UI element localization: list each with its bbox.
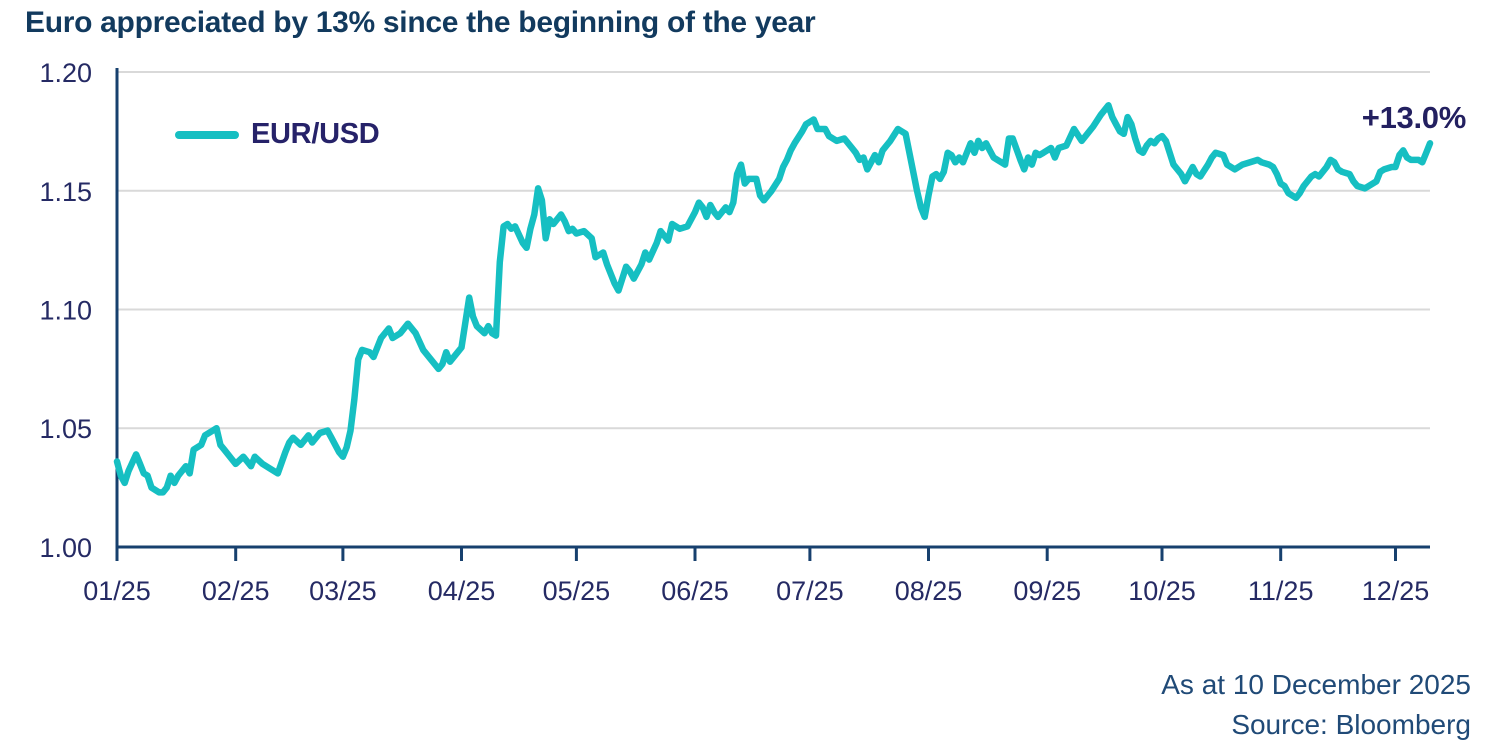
x-tick-label: 12/25 bbox=[1362, 576, 1430, 606]
x-tick-label: 08/25 bbox=[895, 576, 963, 606]
y-tick-label: 1.00 bbox=[39, 533, 92, 563]
legend-line-swatch-icon bbox=[175, 130, 239, 139]
footer: As at 10 December 2025 Source: Bloomberg bbox=[1161, 665, 1471, 745]
y-tick-label: 1.10 bbox=[39, 296, 92, 326]
chart-title: Euro appreciated by 13% since the beginn… bbox=[25, 6, 816, 39]
performance-annotation: +13.0% bbox=[1361, 100, 1467, 135]
footer-as-at-date: As at 10 December 2025 bbox=[1161, 669, 1471, 700]
series-line-eur-usd bbox=[113, 102, 1434, 496]
footer-source: Source: Bloomberg bbox=[1231, 709, 1471, 740]
x-tick-label: 01/25 bbox=[83, 576, 151, 606]
legend: EUR/USD bbox=[175, 118, 380, 151]
x-tick-label: 06/25 bbox=[661, 576, 729, 606]
x-tick-label: 10/25 bbox=[1128, 576, 1196, 606]
x-tick-label: 11/25 bbox=[1248, 576, 1314, 606]
y-tick-label: 1.05 bbox=[39, 414, 92, 444]
x-tick-label: 03/25 bbox=[309, 576, 377, 606]
y-tick-label: 1.15 bbox=[39, 177, 92, 207]
x-tick-label: 02/25 bbox=[202, 576, 270, 606]
y-tick-label: 1.20 bbox=[39, 58, 92, 88]
x-tick-label: 04/25 bbox=[428, 576, 496, 606]
legend-label: EUR/USD bbox=[251, 118, 380, 150]
x-tick-label: 09/25 bbox=[1013, 576, 1081, 606]
x-tick-label: 07/25 bbox=[776, 576, 844, 606]
x-tick-label: 05/25 bbox=[543, 576, 611, 606]
